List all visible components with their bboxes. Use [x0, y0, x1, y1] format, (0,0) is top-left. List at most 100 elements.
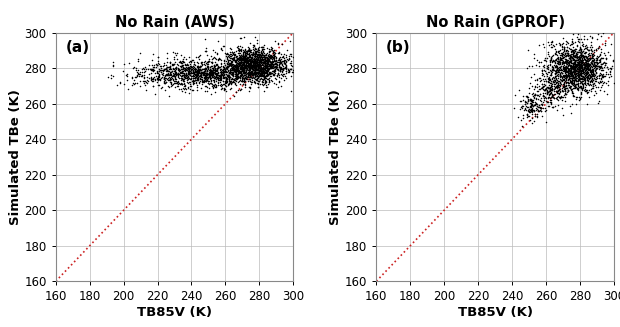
Point [203, 80, 213, 85]
Point [559, 74, 569, 79]
Point [239, 63, 249, 68]
Point [224, 69, 234, 75]
Point [183, 73, 193, 78]
Point [230, 51, 240, 57]
Point [582, 70, 592, 76]
Point [237, 65, 247, 70]
Point [231, 59, 241, 64]
Point [273, 58, 283, 63]
Point [551, 42, 560, 47]
Point [240, 57, 250, 62]
Point [601, 56, 611, 61]
Point [206, 68, 216, 73]
Point [242, 49, 252, 54]
Point [225, 80, 235, 85]
Point [567, 40, 577, 45]
Point [241, 72, 250, 77]
Point [558, 73, 568, 78]
Point [577, 62, 587, 68]
Point [242, 70, 252, 76]
Point [531, 106, 541, 111]
Point [278, 53, 288, 59]
Point [239, 71, 249, 76]
Point [280, 56, 290, 61]
Point [188, 77, 198, 82]
Point [241, 56, 250, 61]
Point [188, 69, 198, 75]
Point [232, 60, 242, 66]
Point [185, 72, 195, 77]
Point [567, 101, 577, 106]
Point [247, 66, 257, 71]
Point [574, 72, 583, 77]
Point [254, 51, 264, 57]
Point [580, 54, 590, 60]
Point [262, 67, 272, 73]
Point [555, 72, 565, 77]
Point [208, 79, 218, 84]
Point [582, 54, 591, 60]
Point [569, 85, 578, 91]
Point [237, 75, 247, 80]
Point [572, 52, 582, 57]
Point [167, 82, 177, 88]
Point [583, 48, 593, 53]
Point [257, 47, 267, 53]
Point [193, 64, 203, 69]
Point [249, 60, 259, 65]
Point [252, 56, 262, 61]
Point [560, 66, 570, 71]
Point [151, 61, 161, 66]
Point [273, 67, 283, 72]
Point [269, 62, 279, 67]
Point [551, 85, 560, 91]
Point [262, 71, 272, 76]
Point [228, 56, 238, 61]
Point [232, 56, 242, 61]
Point [587, 71, 596, 77]
Point [203, 73, 213, 78]
Point [575, 46, 585, 52]
Point [560, 73, 570, 78]
Point [569, 61, 579, 66]
Point [242, 66, 252, 72]
Point [595, 51, 604, 57]
Point [544, 85, 554, 91]
Point [535, 105, 545, 110]
Point [570, 67, 580, 73]
Point [253, 58, 263, 63]
Point [260, 56, 270, 61]
Point [246, 64, 255, 69]
Point [578, 67, 588, 72]
Point [260, 64, 270, 69]
Point [178, 67, 188, 72]
Point [529, 113, 539, 118]
Point [194, 68, 204, 74]
Point [567, 65, 577, 71]
Point [567, 73, 577, 78]
Point [206, 60, 216, 65]
Point [573, 62, 583, 67]
Point [256, 67, 266, 73]
Point [223, 64, 232, 70]
Point [265, 54, 275, 60]
Point [203, 65, 213, 70]
Point [153, 63, 162, 68]
Point [272, 62, 282, 67]
Point [525, 108, 534, 113]
Point [268, 68, 278, 74]
Point [553, 49, 563, 55]
Point [205, 77, 215, 82]
Point [226, 85, 236, 91]
Point [590, 65, 600, 71]
Point [231, 64, 241, 69]
Point [240, 76, 250, 81]
Point [249, 51, 259, 56]
Point [213, 38, 223, 43]
Point [274, 63, 284, 69]
Point [258, 76, 268, 81]
Point [533, 96, 543, 102]
Point [238, 65, 248, 70]
Point [575, 83, 585, 88]
Point [601, 70, 611, 75]
